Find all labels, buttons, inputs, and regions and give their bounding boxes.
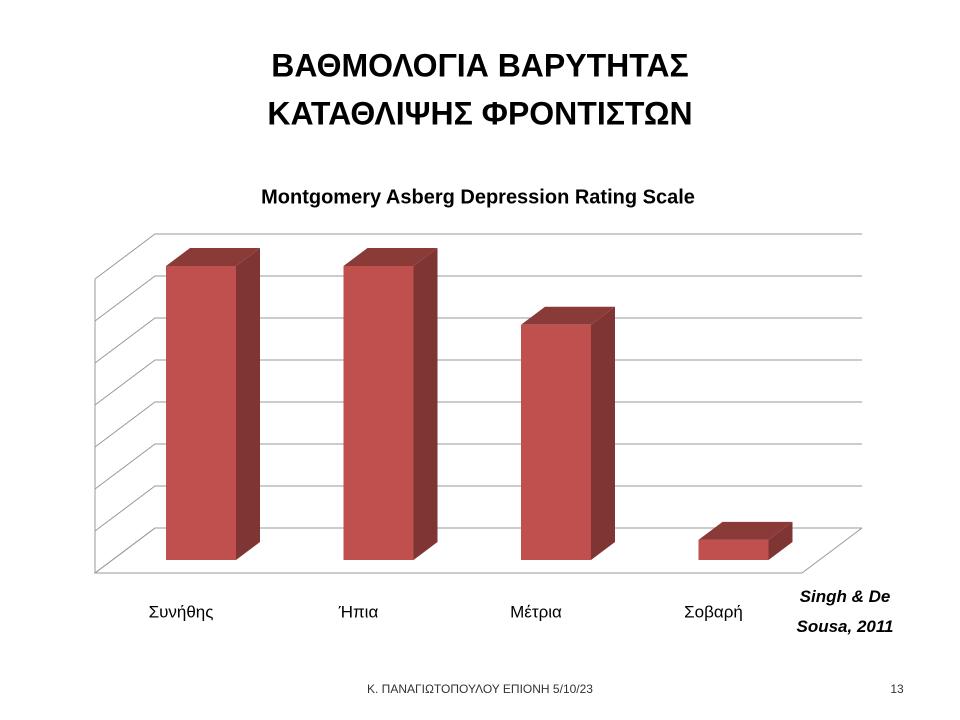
grid-line bbox=[94, 401, 862, 448]
footer: Κ. ΠΑΝΑΓΙΩΤΟΠΟΥΛΟΥ ΕΠΙΟΝΗ 5/10/23 bbox=[367, 682, 593, 696]
chart-title: Montgomery Asberg Depression Rating Scal… bbox=[261, 186, 695, 208]
page-number: 13 bbox=[890, 682, 904, 696]
bar-top bbox=[343, 248, 438, 266]
x-tick-label: Σοβαρή bbox=[684, 602, 743, 621]
grid-line bbox=[94, 317, 862, 364]
grid-line bbox=[94, 527, 862, 574]
grid-line bbox=[94, 359, 862, 406]
chart: Συνήθης Ήπια Μέτρια Σοβαρή bbox=[93, 233, 863, 621]
x-tick-label: Μέτρια bbox=[510, 602, 562, 621]
bar-side bbox=[768, 521, 793, 560]
bar-top bbox=[166, 248, 260, 266]
bar bbox=[698, 539, 769, 560]
bar bbox=[521, 324, 591, 560]
bar-side bbox=[591, 306, 615, 560]
source: Singh & De Sousa, 2011 bbox=[796, 587, 893, 636]
x-tick-label: Ήπια bbox=[338, 602, 379, 621]
bar-top bbox=[698, 521, 793, 540]
slide-title: ΚΑΤΑΘΛΙΨΗΣ ΦΡΟΝΤΙΣΤΩΝ bbox=[267, 95, 692, 131]
grid-line bbox=[94, 443, 862, 490]
grid-line bbox=[94, 233, 862, 280]
grid-line bbox=[94, 275, 862, 322]
bar-side bbox=[413, 248, 438, 560]
bar bbox=[343, 266, 414, 560]
bar-side bbox=[236, 248, 260, 560]
grid-line bbox=[94, 485, 862, 532]
x-tick-label: Συνήθης bbox=[149, 602, 214, 621]
bar-top bbox=[521, 306, 615, 325]
slide-title: ΒΑΘΜΟΛΟΓΙΑ ΒΑΡΥΤΗΤΑΣ bbox=[271, 47, 688, 83]
bar bbox=[166, 266, 236, 560]
